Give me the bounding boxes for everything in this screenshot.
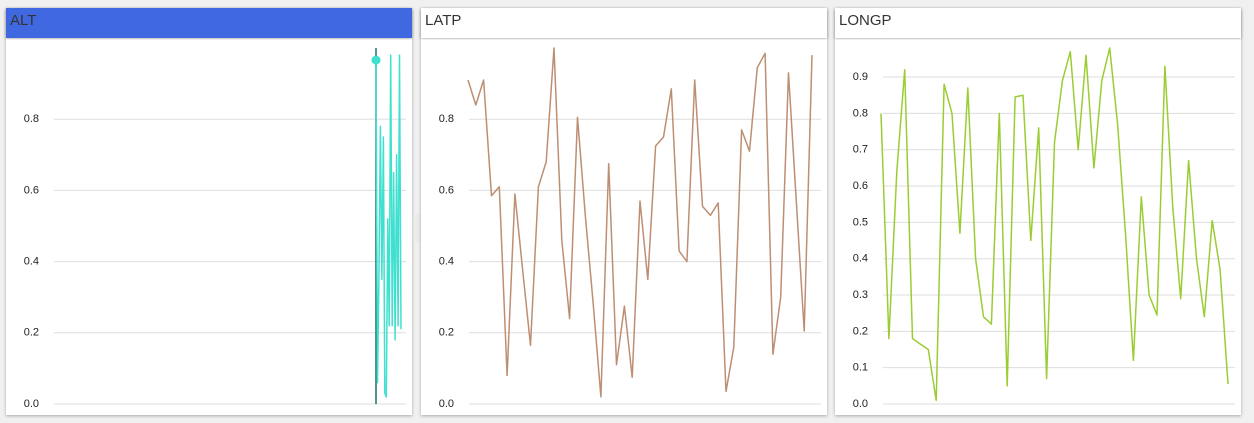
panel-title: ALT xyxy=(10,12,36,29)
y-tick-label: 0.5 xyxy=(853,216,868,228)
series-line xyxy=(375,54,402,398)
y-tick-label: 0.6 xyxy=(24,184,39,196)
panel-title: LONGP xyxy=(839,12,892,29)
y-tick-label: 0.3 xyxy=(853,289,868,301)
y-tick-label: 0.8 xyxy=(439,113,454,125)
y-tick-label: 0.7 xyxy=(853,144,868,156)
y-tick-label: 0.2 xyxy=(439,327,454,339)
panel-header xyxy=(835,8,1241,38)
y-tick-label: 0.1 xyxy=(853,362,868,374)
y-tick-label: 0.2 xyxy=(853,325,868,337)
y-tick-label: 0.8 xyxy=(24,113,39,125)
panel-card xyxy=(421,8,827,415)
y-tick-label: 0.0 xyxy=(439,398,454,410)
y-tick-label: 0.0 xyxy=(24,398,39,410)
series-line xyxy=(467,47,813,398)
panel-card xyxy=(6,8,412,415)
y-tick-label: 0.2 xyxy=(24,327,39,339)
y-tick-label: 0.0 xyxy=(853,398,868,410)
panel-title: LATP xyxy=(425,12,461,29)
chart-panel: LATP 0.0 0.2 0.4 0.6 0.8 xyxy=(421,8,827,415)
y-tick-label: 0.9 xyxy=(853,71,868,83)
y-tick-label: 0.4 xyxy=(853,253,868,265)
y-tick-label: 0.8 xyxy=(853,107,868,119)
panel-header xyxy=(421,8,827,38)
y-tick-label: 0.6 xyxy=(439,184,454,196)
panel-card xyxy=(835,8,1241,415)
hover-point xyxy=(371,55,381,65)
y-tick-label: 0.4 xyxy=(439,256,454,268)
y-tick-label: 0.4 xyxy=(24,256,39,268)
chart-panel: LONGP 0.0 0.1 0.2 0.3 0.4 0.5 0.6 0.7 0.8 0.9 xyxy=(835,8,1241,415)
series-line xyxy=(880,47,1229,402)
panel-header xyxy=(6,8,412,38)
y-tick-label: 0.6 xyxy=(853,180,868,192)
chart-panel: ALT 0.0 0.2 0.4 0.6 0.8 xyxy=(6,8,412,415)
